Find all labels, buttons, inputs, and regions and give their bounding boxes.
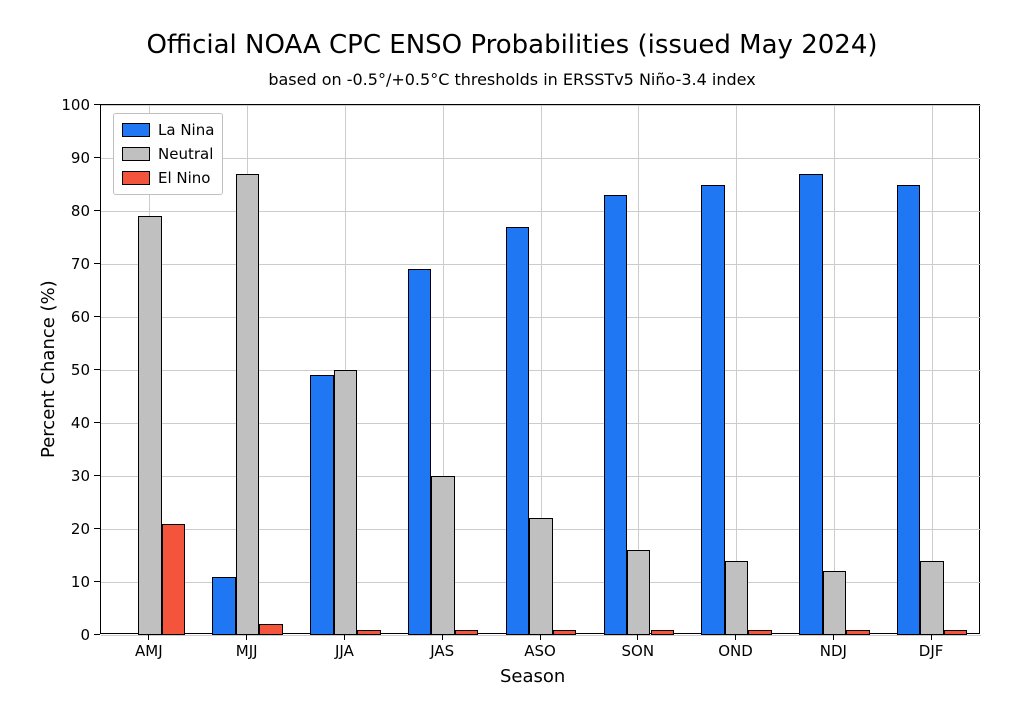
x-tick-mark xyxy=(833,634,834,640)
bar-neutral xyxy=(529,518,552,635)
legend-swatch xyxy=(122,147,150,161)
bar-el-nino xyxy=(455,630,478,635)
x-tick-mark xyxy=(246,634,247,640)
legend-swatch xyxy=(122,123,150,137)
x-tick-mark xyxy=(442,634,443,640)
bar-la-nina xyxy=(506,227,529,635)
x-tick-mark xyxy=(540,634,541,640)
x-tick-label: SON xyxy=(608,642,668,660)
bar-neutral xyxy=(627,550,650,635)
y-tick-mark xyxy=(94,422,100,423)
y-tick-label: 50 xyxy=(71,361,90,379)
chart-figure: Official NOAA CPC ENSO Probabilities (is… xyxy=(0,0,1024,720)
bar-el-nino xyxy=(162,524,185,635)
x-tick-mark xyxy=(931,634,932,640)
bar-neutral xyxy=(236,174,259,635)
legend-label: El Nino xyxy=(158,169,211,187)
x-tick-label: MJJ xyxy=(217,642,277,660)
bar-neutral xyxy=(334,370,357,635)
x-tick-mark xyxy=(344,634,345,640)
bar-el-nino xyxy=(846,630,869,635)
chart-subtitle: based on -0.5°/+0.5°C thresholds in ERSS… xyxy=(0,70,1024,89)
bar-el-nino xyxy=(944,630,967,635)
legend-item: Neutral xyxy=(122,142,214,166)
y-tick-mark xyxy=(94,263,100,264)
y-tick-label: 10 xyxy=(71,573,90,591)
gridline-vertical xyxy=(834,105,835,635)
bar-neutral xyxy=(138,216,161,635)
bar-neutral xyxy=(823,571,846,635)
gridline-vertical xyxy=(932,105,933,635)
gridline-vertical xyxy=(736,105,737,635)
y-tick-mark xyxy=(94,104,100,105)
y-tick-mark xyxy=(94,316,100,317)
y-tick-label: 70 xyxy=(71,255,90,273)
legend-item: La Nina xyxy=(122,118,214,142)
bar-el-nino xyxy=(553,630,576,635)
bar-la-nina xyxy=(212,577,235,635)
legend: La Nina Neutral El Nino xyxy=(113,113,223,195)
x-tick-label: ASO xyxy=(510,642,570,660)
x-tick-label: JAS xyxy=(412,642,472,660)
legend-item: El Nino xyxy=(122,166,214,190)
bar-neutral xyxy=(920,561,943,635)
bar-el-nino xyxy=(357,630,380,635)
x-tick-label: JJA xyxy=(314,642,374,660)
y-tick-mark xyxy=(94,475,100,476)
bar-neutral xyxy=(431,476,454,635)
bar-la-nina xyxy=(897,185,920,636)
y-tick-label: 90 xyxy=(71,149,90,167)
bar-el-nino xyxy=(748,630,771,635)
x-tick-label: DJF xyxy=(901,642,961,660)
x-tick-label: NDJ xyxy=(803,642,863,660)
y-tick-label: 80 xyxy=(71,202,90,220)
plot-area: La Nina Neutral El Nino xyxy=(100,104,980,634)
y-tick-label: 100 xyxy=(61,96,90,114)
x-tick-label: AMJ xyxy=(119,642,179,660)
y-tick-mark xyxy=(94,581,100,582)
y-tick-label: 60 xyxy=(71,308,90,326)
x-tick-mark xyxy=(637,634,638,640)
bar-el-nino xyxy=(651,630,674,635)
bar-el-nino xyxy=(259,624,282,635)
x-tick-label: OND xyxy=(706,642,766,660)
y-tick-label: 20 xyxy=(71,520,90,538)
y-tick-mark xyxy=(94,210,100,211)
y-tick-label: 30 xyxy=(71,467,90,485)
legend-swatch xyxy=(122,171,150,185)
x-tick-mark xyxy=(735,634,736,640)
bar-la-nina xyxy=(701,185,724,636)
legend-label: La Nina xyxy=(158,121,214,139)
y-tick-mark xyxy=(94,634,100,635)
bar-la-nina xyxy=(310,375,333,635)
y-axis-label: Percent Chance (%) xyxy=(38,280,59,458)
y-tick-mark xyxy=(94,157,100,158)
y-tick-label: 40 xyxy=(71,414,90,432)
bar-la-nina xyxy=(604,195,627,635)
legend-label: Neutral xyxy=(158,145,213,163)
y-tick-mark xyxy=(94,528,100,529)
x-tick-mark xyxy=(148,634,149,640)
bar-neutral xyxy=(725,561,748,635)
y-tick-label: 0 xyxy=(80,626,90,644)
y-tick-mark xyxy=(94,369,100,370)
bar-la-nina xyxy=(408,269,431,635)
x-axis-label: Season xyxy=(500,666,565,687)
chart-title: Official NOAA CPC ENSO Probabilities (is… xyxy=(0,30,1024,60)
bar-la-nina xyxy=(799,174,822,635)
